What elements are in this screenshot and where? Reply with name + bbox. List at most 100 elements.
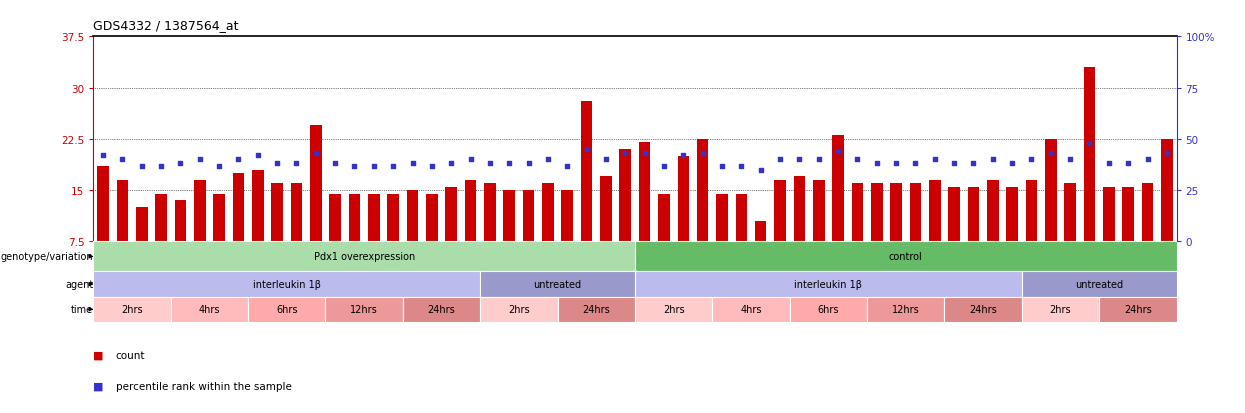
Text: interleukin 1β: interleukin 1β <box>794 279 863 290</box>
Bar <box>867 297 945 322</box>
Bar <box>967 187 980 242</box>
Point <box>268 161 288 167</box>
Bar <box>330 194 341 242</box>
Bar <box>93 272 481 297</box>
Bar <box>349 194 360 242</box>
Bar <box>813 180 824 242</box>
Bar <box>558 297 635 322</box>
Point <box>576 147 596 153</box>
Point <box>112 157 132 163</box>
Point <box>383 163 403 169</box>
Point <box>441 161 461 167</box>
Point <box>209 163 229 169</box>
Bar <box>464 180 477 242</box>
Bar <box>1162 140 1173 242</box>
Point <box>402 161 422 167</box>
Bar <box>523 191 534 242</box>
Bar <box>290 184 303 242</box>
Point <box>731 163 751 169</box>
Text: 6hrs: 6hrs <box>818 304 839 315</box>
Point <box>519 161 539 167</box>
Bar <box>407 191 418 242</box>
Point <box>944 161 964 167</box>
Text: ■: ■ <box>93 381 103 391</box>
Bar <box>832 136 844 242</box>
Bar <box>949 187 960 242</box>
Point <box>151 163 171 169</box>
Text: agent: agent <box>65 279 93 290</box>
Text: interleukin 1β: interleukin 1β <box>253 279 321 290</box>
Bar <box>194 180 205 242</box>
Bar <box>369 194 380 242</box>
Point <box>692 150 712 157</box>
Bar <box>542 184 554 242</box>
Text: 2hrs: 2hrs <box>508 304 529 315</box>
Bar <box>93 242 635 272</box>
Bar <box>213 194 225 242</box>
Bar <box>426 194 438 242</box>
Point <box>132 163 152 169</box>
Text: 24hrs: 24hrs <box>583 304 610 315</box>
Point <box>364 163 383 169</box>
Bar <box>677 157 690 242</box>
Bar <box>1103 187 1114 242</box>
Point <box>596 157 616 163</box>
Text: 4hrs: 4hrs <box>741 304 762 315</box>
Text: GDS4332 / 1387564_at: GDS4332 / 1387564_at <box>93 19 239 32</box>
Bar <box>446 187 457 242</box>
Bar <box>1026 180 1037 242</box>
Point <box>345 163 365 169</box>
Point <box>964 161 984 167</box>
Bar <box>481 272 635 297</box>
Bar <box>712 297 789 322</box>
Point <box>848 157 868 163</box>
Point <box>751 167 771 173</box>
Point <box>886 161 906 167</box>
Bar <box>403 297 481 322</box>
Text: Pdx1 overexpression: Pdx1 overexpression <box>314 252 415 262</box>
Text: 24hrs: 24hrs <box>969 304 997 315</box>
Bar <box>945 297 1022 322</box>
Text: 24hrs: 24hrs <box>1124 304 1152 315</box>
Bar <box>561 191 573 242</box>
Point <box>306 150 326 157</box>
Point <box>982 157 1002 163</box>
Bar <box>1099 297 1177 322</box>
Bar <box>503 191 515 242</box>
Point <box>1099 161 1119 167</box>
Bar <box>271 184 283 242</box>
Bar <box>248 297 325 322</box>
Bar <box>1122 187 1134 242</box>
Bar <box>174 201 187 242</box>
Point <box>771 157 791 163</box>
Bar <box>620 150 631 242</box>
Text: untreated: untreated <box>534 279 581 290</box>
Point <box>558 163 578 169</box>
Point <box>712 163 732 169</box>
Text: 24hrs: 24hrs <box>427 304 456 315</box>
Point <box>867 161 886 167</box>
Bar <box>136 208 147 242</box>
Text: 2hrs: 2hrs <box>1050 304 1071 315</box>
Bar <box>1022 297 1099 322</box>
Bar <box>635 297 712 322</box>
Point <box>1157 150 1177 157</box>
Bar <box>789 297 867 322</box>
Point <box>325 161 345 167</box>
Bar <box>929 180 940 242</box>
Bar <box>872 184 883 242</box>
Bar <box>774 180 786 242</box>
Bar <box>481 297 558 322</box>
Bar <box>1006 187 1018 242</box>
Point <box>1061 157 1081 163</box>
Bar <box>716 194 728 242</box>
Bar <box>987 180 998 242</box>
Bar <box>1083 68 1096 242</box>
Text: 2hrs: 2hrs <box>662 304 685 315</box>
Point <box>905 161 925 167</box>
Point <box>93 152 113 159</box>
Point <box>635 150 655 157</box>
Bar <box>639 143 650 242</box>
Bar <box>325 297 403 322</box>
Bar <box>697 140 708 242</box>
